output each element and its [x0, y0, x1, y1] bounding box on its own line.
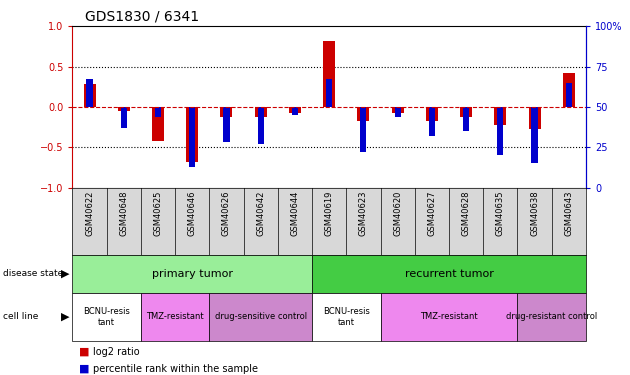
Text: GSM40628: GSM40628: [462, 190, 471, 236]
Bar: [258, 107, 264, 144]
Bar: [86, 80, 93, 107]
Text: ■: ■: [79, 364, 89, 374]
Text: ▶: ▶: [61, 269, 69, 279]
Text: percentile rank within the sample: percentile rank within the sample: [93, 364, 258, 374]
Bar: [463, 107, 469, 131]
Text: ■: ■: [79, 347, 89, 357]
Text: GSM40638: GSM40638: [530, 190, 539, 236]
Text: GSM40644: GSM40644: [290, 190, 299, 236]
Text: GSM40648: GSM40648: [119, 190, 129, 236]
Text: primary tumor: primary tumor: [152, 269, 232, 279]
Bar: [186, 107, 198, 162]
Bar: [495, 107, 507, 124]
Text: drug-sensitive control: drug-sensitive control: [215, 312, 307, 321]
Text: GSM40627: GSM40627: [427, 190, 437, 236]
Text: log2 ratio: log2 ratio: [93, 347, 139, 357]
Bar: [529, 107, 541, 129]
Bar: [72, 292, 141, 341]
Bar: [323, 41, 335, 107]
Text: GSM40623: GSM40623: [359, 190, 368, 236]
Text: GSM40642: GSM40642: [256, 190, 265, 236]
Bar: [394, 107, 401, 117]
Bar: [189, 107, 195, 166]
Bar: [566, 83, 572, 107]
Text: TMZ-resistant: TMZ-resistant: [146, 312, 204, 321]
Text: GSM40635: GSM40635: [496, 190, 505, 236]
Bar: [141, 292, 209, 341]
Text: GSM40622: GSM40622: [85, 190, 94, 236]
Bar: [84, 84, 96, 107]
Bar: [289, 107, 301, 112]
Bar: [152, 107, 164, 141]
Bar: [312, 255, 586, 292]
Bar: [155, 107, 161, 117]
Bar: [426, 107, 438, 122]
Bar: [360, 107, 367, 152]
Bar: [326, 80, 332, 107]
Text: GSM40646: GSM40646: [188, 190, 197, 236]
Bar: [121, 107, 127, 128]
Bar: [381, 292, 517, 341]
Bar: [532, 107, 537, 164]
Bar: [224, 107, 229, 142]
Bar: [312, 292, 381, 341]
Bar: [460, 107, 472, 117]
Text: GSM40620: GSM40620: [393, 190, 402, 236]
Text: GSM40619: GSM40619: [324, 190, 334, 236]
Bar: [497, 107, 503, 155]
Text: GDS1830 / 6341: GDS1830 / 6341: [85, 9, 199, 23]
Bar: [118, 107, 130, 111]
Text: BCNU-resis
tant: BCNU-resis tant: [83, 307, 130, 327]
Bar: [209, 292, 312, 341]
Text: GSM40626: GSM40626: [222, 190, 231, 236]
Bar: [357, 107, 369, 122]
Text: ▶: ▶: [61, 312, 69, 322]
Text: disease state: disease state: [3, 269, 64, 278]
Text: TMZ-resistant: TMZ-resistant: [420, 312, 478, 321]
Bar: [563, 73, 575, 107]
Bar: [429, 107, 435, 136]
Bar: [392, 107, 404, 112]
Text: drug-resistant control: drug-resistant control: [506, 312, 597, 321]
Text: GSM40643: GSM40643: [564, 190, 573, 236]
Text: recurrent tumor: recurrent tumor: [404, 269, 493, 279]
Text: BCNU-resis
tant: BCNU-resis tant: [323, 307, 370, 327]
Text: GSM40625: GSM40625: [154, 190, 163, 236]
Bar: [255, 107, 266, 117]
Bar: [220, 107, 232, 117]
Bar: [292, 107, 298, 115]
Text: cell line: cell line: [3, 312, 38, 321]
Bar: [72, 255, 312, 292]
Bar: [517, 292, 586, 341]
